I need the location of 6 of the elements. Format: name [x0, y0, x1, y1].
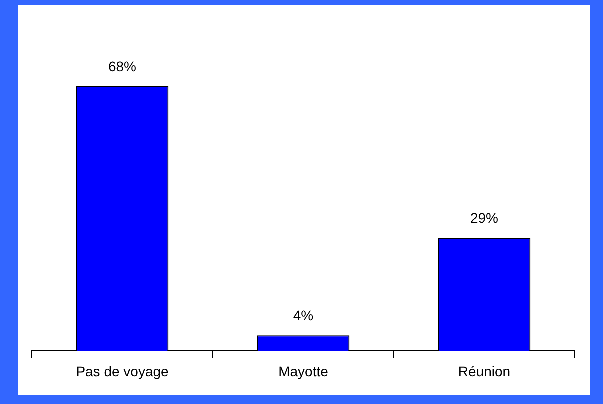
x-tick-label: Pas de voyage [76, 363, 170, 380]
data-label: 29% [470, 210, 499, 226]
data-label: 68% [108, 58, 137, 74]
data-label: 4% [293, 307, 314, 324]
x-tick-label: Mayotte [278, 363, 329, 380]
x-tick-label: Réunion [458, 363, 511, 380]
